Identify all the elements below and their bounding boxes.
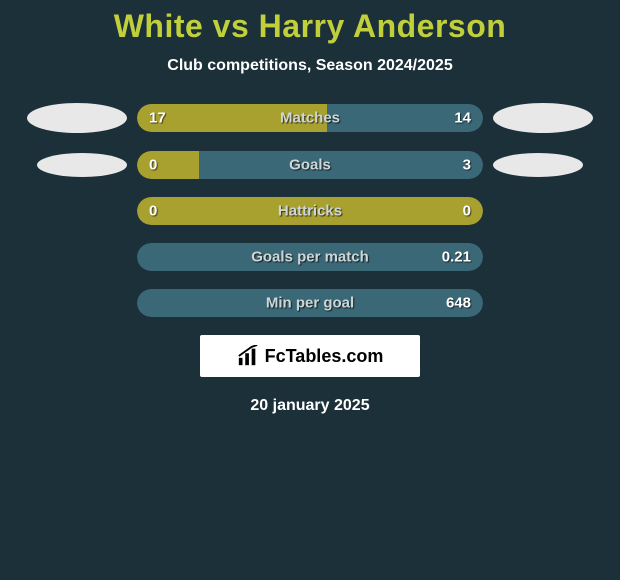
stats-area: 17 14 Matches 0 3 Goals 0 0 Hattricks 0.21 Goals p… [0,103,620,317]
spacer [27,303,127,304]
stat-label: Hattricks [278,203,342,220]
brand-text: FcTables.com [265,346,384,367]
stat-row: 0 0 Hattricks [0,197,620,225]
spacer [27,257,127,258]
right-value: 14 [454,110,471,127]
player-right-marker [493,103,593,133]
stat-row: 0.21 Goals per match [0,243,620,271]
left-value: 17 [149,110,166,127]
page-title: White vs Harry Anderson [0,8,620,45]
spacer [493,257,593,258]
stat-bar: 648 Min per goal [137,289,483,317]
right-value: 648 [446,295,471,312]
stat-row: 648 Min per goal [0,289,620,317]
player-right-marker [493,153,583,177]
left-value: 0 [149,157,157,174]
player-left-marker [37,153,127,177]
stat-bar: 17 14 Matches [137,104,483,132]
stat-bar: 0 3 Goals [137,151,483,179]
brand-badge: FcTables.com [200,335,420,377]
stat-row: 0 3 Goals [0,151,620,179]
bar-fill-left [137,151,199,179]
right-value: 0.21 [442,249,471,266]
spacer [27,211,127,212]
date-line: 20 january 2025 [0,397,620,415]
stat-bar: 0.21 Goals per match [137,243,483,271]
comparison-card: White vs Harry Anderson Club competition… [0,0,620,415]
right-value: 0 [463,203,471,220]
stat-label: Goals [289,157,331,174]
left-value: 0 [149,203,157,220]
stat-label: Matches [280,110,340,127]
page-subtitle: Club competitions, Season 2024/2025 [0,57,620,75]
stat-row: 17 14 Matches [0,103,620,133]
player-left-marker [27,103,127,133]
stat-label: Goals per match [251,249,369,266]
spacer [493,211,593,212]
chart-icon [237,345,259,367]
spacer [493,303,593,304]
right-value: 3 [463,157,471,174]
bar-fill-right [199,151,483,179]
stat-bar: 0 0 Hattricks [137,197,483,225]
stat-label: Min per goal [266,295,354,312]
